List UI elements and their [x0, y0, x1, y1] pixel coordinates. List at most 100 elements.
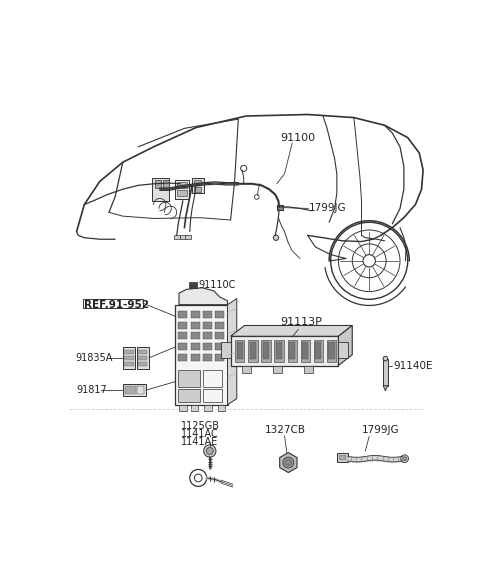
Bar — [327, 340, 336, 361]
Text: 1141AC: 1141AC — [180, 429, 218, 439]
Circle shape — [403, 457, 407, 460]
Bar — [215, 343, 225, 350]
Bar — [337, 453, 348, 462]
Bar — [152, 178, 169, 201]
Bar — [203, 311, 212, 318]
Bar — [204, 405, 212, 411]
Bar — [138, 350, 147, 354]
Bar — [137, 347, 149, 368]
Bar — [300, 340, 310, 361]
Polygon shape — [338, 325, 352, 365]
Bar — [203, 389, 222, 402]
Bar — [180, 235, 186, 239]
Bar — [203, 354, 212, 361]
Bar — [289, 342, 295, 359]
Bar — [288, 340, 297, 361]
Circle shape — [204, 445, 216, 457]
Bar — [273, 365, 282, 373]
Bar — [194, 180, 201, 185]
Bar — [175, 305, 228, 405]
Circle shape — [273, 235, 279, 240]
Text: 91113P: 91113P — [281, 317, 323, 328]
Polygon shape — [230, 325, 352, 336]
Bar — [174, 235, 180, 239]
Bar — [203, 343, 212, 350]
Bar — [304, 365, 313, 373]
Text: 1799JG: 1799JG — [309, 204, 347, 214]
Bar — [339, 455, 345, 459]
Bar — [338, 342, 348, 358]
Bar — [242, 365, 252, 373]
Bar — [138, 356, 147, 360]
Text: 91140E: 91140E — [394, 361, 433, 371]
Bar — [262, 340, 271, 361]
Bar — [124, 350, 133, 354]
Bar — [163, 180, 169, 187]
Bar — [328, 342, 335, 359]
Bar — [124, 363, 133, 366]
Bar — [178, 311, 188, 318]
Bar — [178, 370, 200, 387]
Bar — [185, 235, 192, 239]
Bar — [178, 354, 188, 361]
Text: 91817: 91817 — [77, 385, 108, 395]
Circle shape — [283, 457, 294, 468]
Bar — [124, 356, 133, 360]
Bar — [315, 342, 322, 359]
Bar — [215, 322, 225, 329]
Bar — [155, 180, 161, 187]
Bar — [235, 340, 244, 361]
Text: 1799JG: 1799JG — [361, 425, 399, 435]
Bar — [125, 386, 136, 394]
Bar — [217, 405, 225, 411]
Bar — [383, 359, 388, 385]
Bar — [250, 342, 256, 359]
Bar — [123, 347, 135, 368]
Bar — [178, 343, 188, 350]
Bar — [248, 340, 258, 361]
Polygon shape — [228, 299, 237, 405]
Bar — [191, 343, 200, 350]
Polygon shape — [179, 288, 228, 305]
Bar — [179, 405, 187, 411]
Bar — [215, 332, 225, 339]
Bar — [221, 342, 231, 358]
Circle shape — [285, 459, 291, 466]
Circle shape — [206, 448, 213, 455]
Bar — [178, 182, 187, 189]
Bar — [215, 311, 225, 318]
Bar — [194, 187, 201, 192]
Text: 1327CB: 1327CB — [265, 425, 306, 435]
Bar — [178, 332, 188, 339]
Bar — [314, 340, 323, 361]
Bar — [192, 178, 204, 193]
Bar — [138, 363, 147, 366]
Bar — [276, 342, 282, 359]
Bar — [175, 180, 189, 199]
Polygon shape — [383, 385, 388, 391]
Bar — [203, 370, 222, 387]
Bar — [178, 322, 188, 329]
Text: 1125GB: 1125GB — [180, 421, 219, 431]
Bar — [191, 354, 200, 361]
Bar — [215, 354, 225, 361]
Bar — [137, 386, 144, 394]
Bar — [191, 332, 200, 339]
Bar — [191, 322, 200, 329]
Bar — [203, 322, 212, 329]
Bar — [230, 336, 338, 365]
Bar — [237, 342, 243, 359]
Text: REF.91-952: REF.91-952 — [84, 300, 149, 310]
Bar — [178, 190, 187, 196]
Bar — [277, 205, 283, 210]
Circle shape — [401, 455, 408, 463]
Bar — [123, 384, 146, 396]
Text: 91835A: 91835A — [75, 353, 112, 363]
Bar — [203, 332, 212, 339]
Bar — [275, 340, 284, 361]
Bar — [178, 389, 200, 402]
Polygon shape — [280, 453, 297, 473]
Bar — [189, 282, 197, 288]
Text: 91110C: 91110C — [198, 281, 236, 290]
Bar — [191, 311, 200, 318]
